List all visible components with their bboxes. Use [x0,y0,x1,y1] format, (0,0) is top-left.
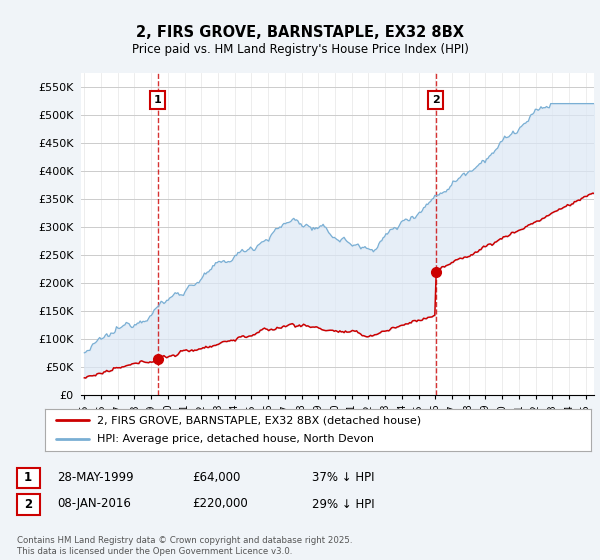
Text: 2, FIRS GROVE, BARNSTAPLE, EX32 8BX: 2, FIRS GROVE, BARNSTAPLE, EX32 8BX [136,25,464,40]
Text: 2: 2 [24,497,32,511]
Text: 1: 1 [24,470,32,484]
Text: 28-MAY-1999: 28-MAY-1999 [57,470,134,484]
Text: Price paid vs. HM Land Registry's House Price Index (HPI): Price paid vs. HM Land Registry's House … [131,43,469,56]
Text: 29% ↓ HPI: 29% ↓ HPI [312,497,374,511]
Text: 2, FIRS GROVE, BARNSTAPLE, EX32 8BX (detached house): 2, FIRS GROVE, BARNSTAPLE, EX32 8BX (det… [97,415,421,425]
Text: 08-JAN-2016: 08-JAN-2016 [57,497,131,511]
Text: 1: 1 [154,95,161,105]
Text: 2: 2 [432,95,439,105]
Text: £220,000: £220,000 [192,497,248,511]
Text: HPI: Average price, detached house, North Devon: HPI: Average price, detached house, Nort… [97,435,374,445]
Text: 37% ↓ HPI: 37% ↓ HPI [312,470,374,484]
Text: £64,000: £64,000 [192,470,241,484]
Text: Contains HM Land Registry data © Crown copyright and database right 2025.
This d: Contains HM Land Registry data © Crown c… [17,536,352,556]
